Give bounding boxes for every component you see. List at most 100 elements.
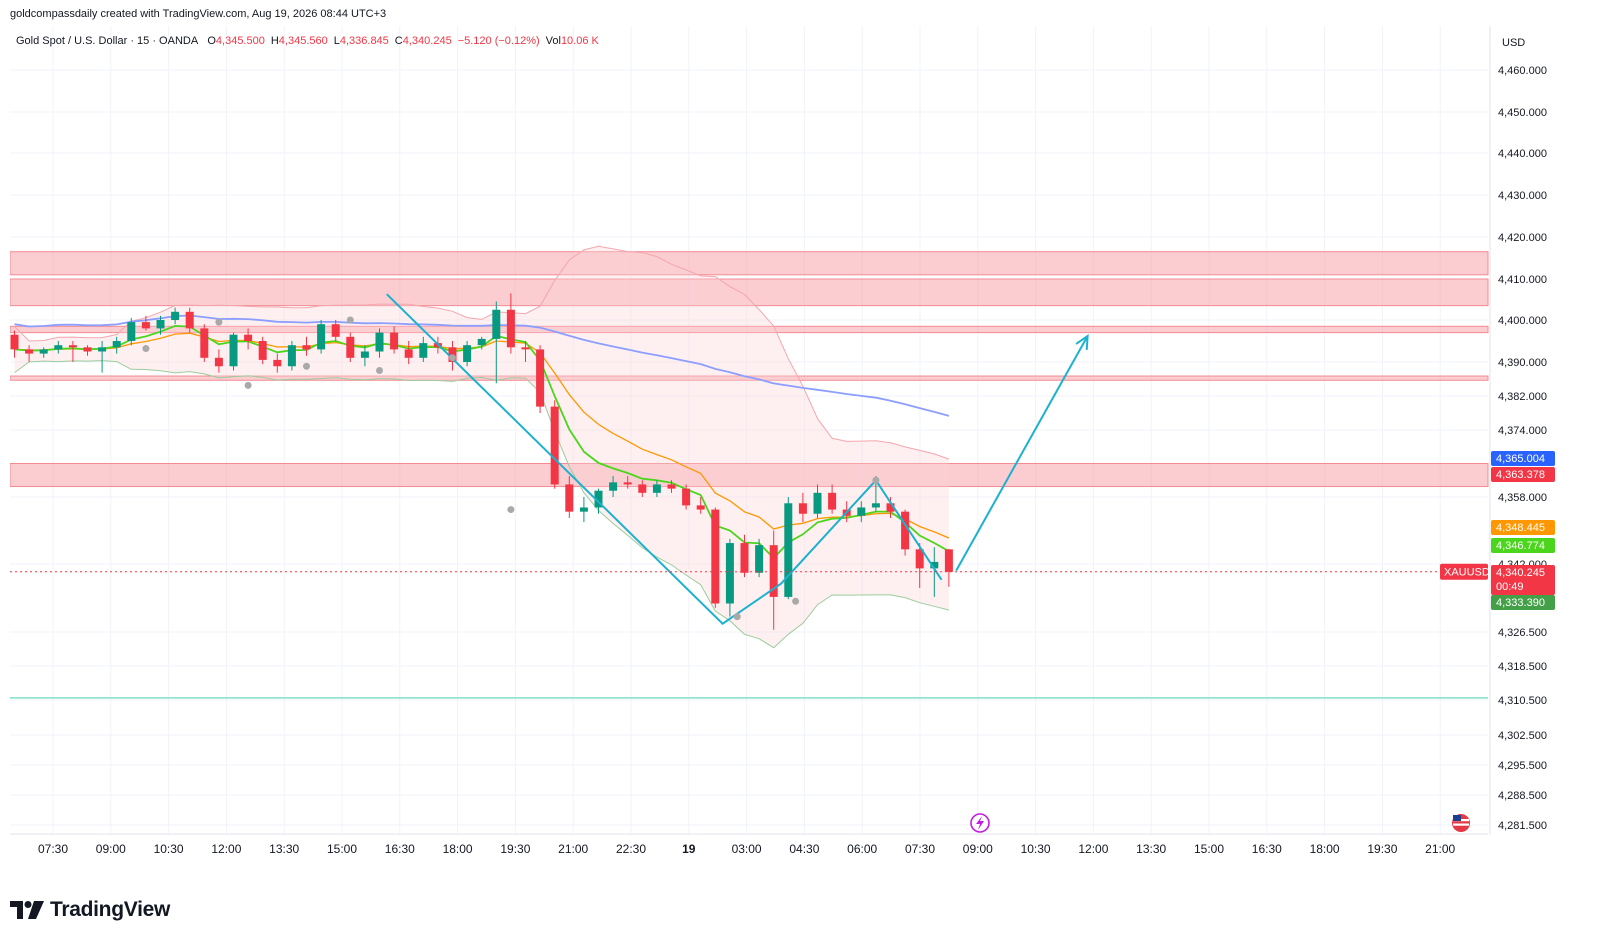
candle [930, 547, 939, 597]
time-tick-label: 12:00 [1078, 842, 1108, 856]
signal-dot [346, 316, 354, 324]
price-tick-label: 4,400.000 [1498, 315, 1547, 327]
candle [740, 534, 749, 578]
price-badge: 4,365.004 [1491, 451, 1555, 466]
candle [229, 332, 238, 371]
candle [506, 293, 515, 354]
price-tick-label: 4,281.500 [1498, 820, 1547, 832]
candle-body [25, 349, 34, 354]
candle [68, 341, 77, 362]
candle [156, 315, 165, 335]
lightning-event-icon [970, 813, 990, 833]
candle-body [813, 492, 822, 514]
price-chart[interactable]: USD 4,460.000 4,450.000 4,440.000 4,430.000 4… [9, 26, 1590, 888]
price-tick-label: 4,295.500 [1498, 760, 1547, 772]
time-tick-label: 15:00 [327, 842, 357, 856]
price-badge-value: 4,348.445 [1496, 522, 1545, 534]
candle-body [594, 490, 603, 508]
candle [901, 509, 910, 556]
candle [536, 345, 545, 413]
time-tick-label: 22:30 [616, 842, 646, 856]
candle-body [901, 511, 910, 550]
signal-dots [10, 316, 1488, 621]
candle-body [798, 503, 807, 514]
candle-body [331, 324, 340, 337]
tradingview-wordmark: TradingView [50, 898, 171, 921]
candle-body [141, 322, 150, 329]
time-tick-label: 06:00 [847, 842, 877, 856]
time-tick-label: 10:30 [1021, 842, 1051, 856]
ohlc-value: 4,345.560 [278, 35, 328, 47]
candle [360, 345, 369, 367]
candle-body [623, 482, 632, 485]
price-tick-label: 4,450.000 [1498, 107, 1547, 119]
candle-body [579, 507, 588, 512]
candle-body [711, 509, 720, 604]
candle-body [930, 561, 939, 569]
supply-zone [9, 251, 1489, 276]
signal-dot [733, 613, 741, 621]
signal-dot [244, 381, 252, 389]
price-badge: 4,346.774 [1491, 538, 1555, 553]
candle [492, 301, 501, 384]
ohlc-item: Vol10.06 K [546, 35, 605, 47]
candle-body [419, 343, 428, 358]
ohlc-label: Vol [545, 35, 561, 47]
candle-body [886, 503, 895, 512]
currency-label: USD [1502, 37, 1525, 49]
candle [813, 484, 822, 518]
candle-body [492, 309, 501, 339]
price-badge-value: 4,333.390 [1496, 597, 1545, 609]
candle [39, 347, 48, 358]
candle-body [944, 549, 953, 572]
price-badge-value: 4,346.774 [1496, 540, 1545, 552]
symbol-info[interactable]: Gold Spot / U.S. Dollar · 15 · OANDA O4,… [16, 35, 605, 47]
candle [769, 530, 778, 630]
tradingview-logo[interactable]: TradingView [10, 898, 170, 922]
candle [667, 480, 676, 493]
signal-dot [142, 345, 150, 353]
price-tick-label: 4,374.000 [1498, 425, 1547, 437]
candle-body [857, 507, 866, 516]
candle [565, 476, 574, 518]
candle [127, 317, 136, 346]
time-tick-label: 21:00 [1425, 842, 1455, 856]
candle [287, 341, 296, 371]
zigzag-pattern [386, 293, 943, 625]
candle [725, 538, 734, 617]
signal-dot [792, 597, 800, 605]
candle-body [755, 545, 764, 573]
candle-body [769, 545, 778, 597]
candle [404, 341, 413, 365]
time-tick-label: 18:00 [1310, 842, 1340, 856]
ohlc-value: 4,345.500 [215, 35, 265, 47]
candle [638, 480, 647, 497]
ohlc-label: H [270, 35, 279, 47]
ohlc-value: 4,336.845 [339, 35, 389, 47]
candle [828, 484, 837, 514]
time-axis: 07:30 09:00 10:30 12:00 13:30 15:00 16:30 18:00… [10, 813, 1488, 856]
candle [419, 336, 428, 362]
price-tick-label: 4,390.000 [1498, 357, 1547, 369]
symbol-badge: XAUUSD [1440, 563, 1490, 580]
candle-body [346, 336, 355, 358]
candle [302, 336, 311, 356]
price-tick-label: 4,326.500 [1498, 627, 1547, 639]
candle-body [696, 505, 705, 510]
candle-body [375, 332, 384, 352]
candle-body [536, 349, 545, 407]
supply-zone [9, 375, 1489, 381]
ohlc-value: −5.120 (−0.12%) [457, 35, 540, 47]
candle [214, 349, 223, 373]
candle [258, 336, 267, 365]
candle [915, 543, 924, 589]
candle-body [390, 332, 399, 350]
time-tick-label: 04:30 [789, 842, 819, 856]
candle-body [287, 345, 296, 367]
candle [390, 326, 399, 354]
chart-area[interactable]: USD 4,460.000 4,450.000 4,440.000 4,430.000 4… [9, 26, 1590, 888]
candle-body [98, 347, 107, 352]
candle [200, 324, 209, 362]
lightning-icon [976, 816, 984, 830]
candle [98, 341, 107, 373]
